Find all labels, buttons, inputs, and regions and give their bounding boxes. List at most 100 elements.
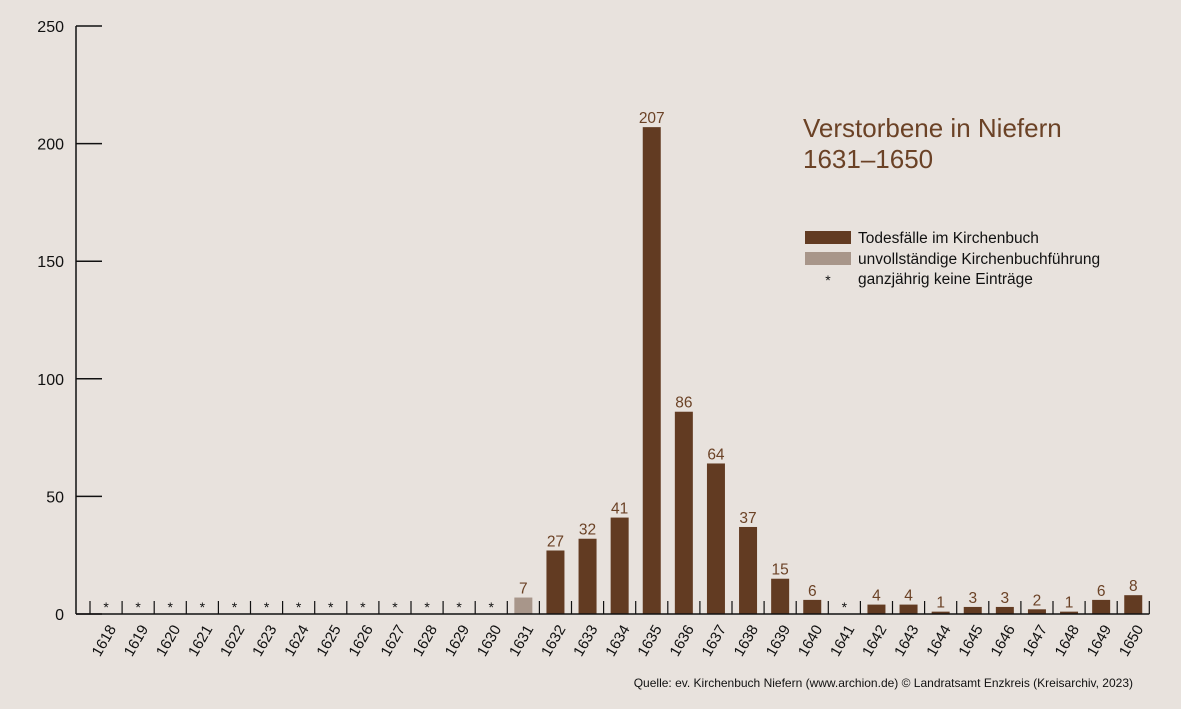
- legend: Todesfälle im Kirchenbuch unvollständige …: [805, 230, 1100, 288]
- data-label: 1: [1065, 595, 1074, 612]
- x-tick-label: 1632: [538, 622, 569, 659]
- bar: [546, 550, 565, 614]
- data-label: 86: [675, 395, 692, 412]
- no-entry-marker: *: [456, 599, 462, 615]
- bar: [706, 463, 725, 614]
- y-tick-label: 100: [37, 372, 64, 389]
- x-tick-label: 1621: [185, 622, 216, 659]
- data-label: 32: [579, 522, 596, 539]
- no-entry-marker: *: [392, 599, 398, 615]
- data-label: 37: [739, 510, 756, 527]
- x-tick-label: 1633: [570, 622, 601, 659]
- y-tick-label: 0: [55, 607, 64, 624]
- bar: [514, 597, 533, 614]
- x-tick-label: 1634: [602, 622, 633, 659]
- x-tick-label: 1618: [89, 622, 120, 659]
- no-entry-marker: *: [489, 599, 495, 615]
- x-tick-label: 1650: [1116, 622, 1147, 659]
- bar: [1124, 595, 1143, 614]
- no-entry-marker: *: [168, 599, 174, 615]
- no-entry-marker: *: [200, 599, 206, 615]
- x-tick-label: 1625: [313, 622, 344, 659]
- no-entry-marker: *: [264, 599, 270, 615]
- bar: [771, 578, 790, 614]
- legend-label: Todesfälle im Kirchenbuch: [858, 230, 1039, 247]
- bar: [995, 606, 1014, 614]
- x-tick-label: 1649: [1084, 622, 1115, 659]
- bar: [578, 538, 597, 614]
- data-label: 3: [1001, 590, 1010, 607]
- data-label: 6: [808, 583, 817, 600]
- data-label: 6: [1097, 583, 1106, 600]
- x-tick-label: 1637: [699, 622, 730, 659]
- y-tick-label: 50: [46, 489, 64, 506]
- data-label: 4: [904, 588, 913, 605]
- data-label: 64: [707, 446, 725, 463]
- data-label: 7: [519, 581, 528, 598]
- legend-label: ganzjährig keine Einträge: [858, 271, 1033, 288]
- y-tick-label: 150: [37, 254, 64, 271]
- bar: [1060, 611, 1079, 614]
- bar: [739, 526, 758, 614]
- x-tick-label: 1619: [121, 622, 152, 659]
- x-tick-label: 1622: [217, 622, 248, 659]
- data-label: 41: [611, 501, 628, 518]
- data-label: 2: [1033, 592, 1042, 609]
- source-note: Quelle: ev. Kirchenbuch Niefern (www.arc…: [634, 676, 1133, 690]
- x-tick-label: 1642: [859, 622, 890, 659]
- x-tick-label: 1641: [827, 622, 858, 659]
- data-label: 27: [547, 533, 564, 550]
- data-label: 207: [639, 110, 665, 127]
- bar: [867, 604, 886, 614]
- x-tick-label: 1644: [923, 622, 954, 659]
- bar: [642, 127, 661, 615]
- data-label: 1: [936, 595, 945, 612]
- x-tick-label: 1648: [1052, 622, 1083, 659]
- legend-label: unvollständige Kirchenbuchführung: [858, 251, 1100, 268]
- x-tick-label: 1627: [378, 622, 409, 659]
- data-label: 15: [772, 562, 789, 579]
- no-entry-marker: *: [842, 599, 848, 615]
- bar: [1027, 609, 1046, 614]
- x-tick-label: 1623: [249, 622, 280, 659]
- x-tick-label: 1626: [345, 622, 376, 659]
- x-tick-label: 1635: [634, 622, 665, 659]
- x-tick-label: 1620: [153, 622, 184, 659]
- x-tick-label: 1628: [410, 622, 441, 659]
- bar: [1092, 599, 1111, 614]
- bar: [803, 599, 822, 614]
- x-tick-label: 1631: [506, 622, 537, 659]
- x-tick-label: 1643: [891, 622, 922, 659]
- bar: [963, 606, 982, 614]
- no-entry-marker: *: [360, 599, 366, 615]
- x-tick-label: 1647: [1020, 622, 1051, 659]
- chart-title-line1: Verstorbene in Niefern: [803, 113, 1062, 143]
- no-entry-marker: *: [135, 599, 141, 615]
- no-entry-marker: *: [328, 599, 334, 615]
- legend-swatch: [805, 231, 851, 244]
- x-tick-label: 1630: [474, 622, 505, 659]
- x-tick-label: 1640: [795, 622, 826, 659]
- bar: [931, 611, 950, 614]
- bar: [899, 604, 918, 614]
- y-tick-label: 200: [37, 137, 64, 154]
- no-entry-marker: *: [232, 599, 238, 615]
- y-tick-label: 250: [37, 19, 64, 36]
- bar: [610, 517, 629, 614]
- bar: [674, 411, 693, 614]
- x-tick-label: 1639: [763, 622, 794, 659]
- x-tick-label: 1629: [442, 622, 473, 659]
- x-tick-label: 1645: [955, 622, 986, 659]
- no-entry-marker: *: [103, 599, 109, 615]
- legend-marker: *: [825, 272, 831, 288]
- data-label: 8: [1129, 578, 1138, 595]
- x-tick-label: 1646: [987, 622, 1018, 659]
- x-tick-label: 1638: [731, 622, 762, 659]
- data-label: 4: [872, 588, 881, 605]
- legend-swatch: [805, 252, 851, 265]
- x-tick-label: 1636: [666, 622, 697, 659]
- no-entry-marker: *: [296, 599, 302, 615]
- data-label: 3: [968, 590, 977, 607]
- chart-title-line2: 1631–1650: [803, 144, 933, 174]
